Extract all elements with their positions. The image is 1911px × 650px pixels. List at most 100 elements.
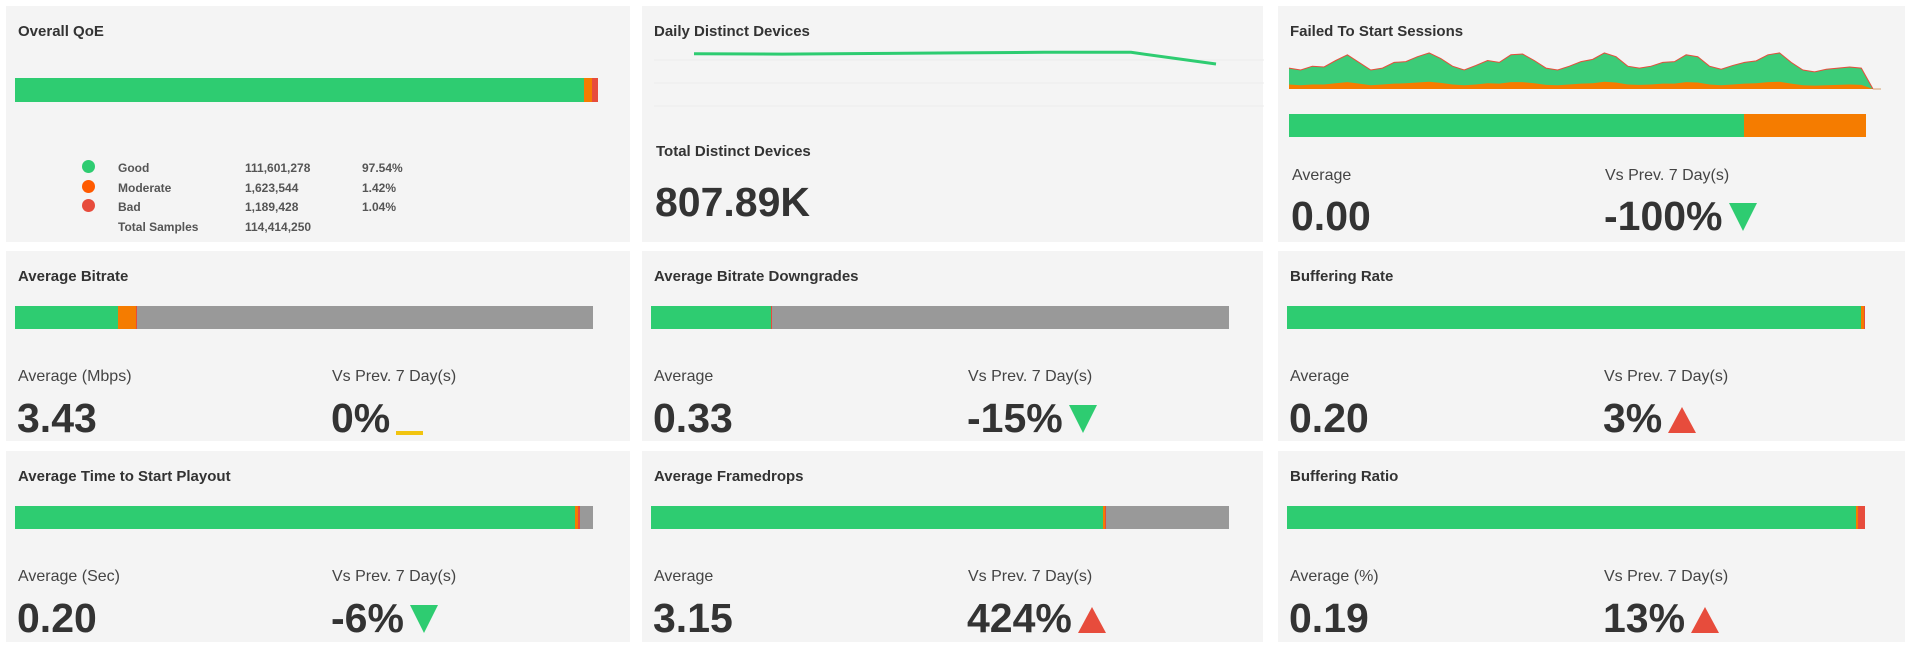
legend-label: Bad [118,200,141,214]
buffering-rate-bar[interactable] [1287,306,1865,329]
vs-prev-value: 13% [1603,595,1720,641]
average-value: 3.43 [17,395,97,441]
average-bitrate-downgrades-card: Average Bitrate Downgrades Average 0.33 Vs … [642,251,1263,441]
vs-prev-value: -6% [331,598,438,639]
legend-count: 1,189,428 [245,200,299,214]
total-devices-label: Total Distinct Devices [656,143,811,160]
failed-sessions-bar[interactable] [1289,114,1866,137]
bar-segment-moderate[interactable] [1102,506,1105,529]
bar-segment-good[interactable] [651,506,1103,529]
average-label: Average [1290,368,1350,385]
bar-segment-bad[interactable] [1858,506,1865,529]
vs-prev-label: Vs Prev. 7 Day(s) [968,368,1093,385]
vs-prev-text: 13% [1603,595,1686,641]
vs-prev-text: -100% [1604,193,1723,239]
average-value: 3.15 [653,595,733,641]
daily-devices-sparkline[interactable] [654,46,1264,107]
trend-up-icon [1077,607,1106,633]
bar-segment-bad[interactable] [1863,306,1865,329]
bar-segment-neutral[interactable] [579,506,593,529]
average-bitrate-downgrades-bar[interactable] [651,306,1229,329]
bar-segment-bad[interactable] [770,306,773,329]
average-value: 0.00 [1291,193,1371,239]
failed-sessions-card: Failed To Start Sessions Average 0.00 Vs… [1278,6,1905,242]
average-label: Average [654,368,714,385]
bar-segment-good[interactable] [1289,114,1745,137]
legend-pct: 97.54% [362,161,403,175]
average-value: 0.20 [17,595,97,641]
bar-segment-bad[interactable] [591,78,598,102]
average-label: Average (Sec) [18,568,120,585]
trend-up-icon [1668,407,1697,433]
card-title: Buffering Rate [1290,268,1394,285]
vs-prev-label: Vs Prev. 7 Day(s) [1605,167,1730,184]
failed-sessions-area-chart[interactable] [1288,49,1881,91]
bar-segment-good[interactable] [1287,506,1857,529]
vs-prev-text: 424% [967,595,1072,641]
buffering-ratio-bar[interactable] [1287,506,1865,529]
average-value: 0.19 [1289,595,1369,641]
bar-segment-moderate[interactable] [574,506,578,529]
bar-segment-bad[interactable] [577,506,580,529]
average-value: 0.33 [653,395,733,441]
vs-prev-label: Vs Prev. 7 Day(s) [332,368,457,385]
legend-pct: 1.04% [362,200,397,214]
area-moderate[interactable] [1289,81,1873,89]
daily-devices-line[interactable] [693,50,1217,66]
bar-segment-moderate[interactable] [118,306,136,329]
average-label: Average [1292,167,1352,184]
bar-segment-neutral[interactable] [1106,506,1229,529]
average-bitrate-bar[interactable] [15,306,593,329]
card-title: Average Bitrate [18,268,129,285]
bar-segment-good[interactable] [15,506,575,529]
bar-segment-good[interactable] [651,306,771,329]
legend-count: 111,601,278 [245,161,311,175]
average-label: Average (Mbps) [18,368,132,385]
buffering-rate-card: Buffering Rate Average 0.20 Vs Prev. 7 Day(… [1278,251,1905,441]
area-bad-line[interactable] [1288,52,1874,90]
vs-prev-value: 424% [967,598,1106,639]
vs-prev-value: -15% [967,398,1097,439]
vs-prev-label: Vs Prev. 7 Day(s) [968,568,1093,585]
average-value: 0.20 [1289,395,1369,441]
vs-prev-label: Vs Prev. 7 Day(s) [1604,368,1729,385]
vs-prev-text: -15% [967,395,1063,441]
card-title: Failed To Start Sessions [1290,23,1464,40]
vs-prev-text: 3% [1603,395,1663,441]
trend-flat-icon [396,431,424,435]
buffering-ratio-card: Buffering Ratio Average (%) 0.19 Vs Prev. 7… [1278,451,1905,642]
legend-dot-icon [82,160,95,173]
vs-prev-value: 3% [1603,395,1697,441]
bar-segment-moderate[interactable] [1860,306,1864,329]
bar-segment-bad[interactable] [1104,506,1107,529]
average-framedrops-bar[interactable] [651,506,1229,529]
legend-count: 1,623,544 [245,181,299,195]
card-title: Average Framedrops [654,468,804,485]
legend-pct: 1.42% [362,181,397,195]
bar-segment-bad[interactable] [135,306,137,329]
bar-segment-good[interactable] [1287,306,1861,329]
bar-segment-moderate[interactable] [583,78,592,102]
bar-segment-moderate[interactable] [1856,506,1859,529]
bar-segment-moderate[interactable] [1744,114,1866,137]
vs-prev-text: -6% [331,595,404,641]
trend-down-icon [1728,203,1757,231]
card-title: Average Time to Start Playout [18,468,231,485]
average-label: Average [654,568,714,585]
bar-segment-neutral[interactable] [136,306,593,329]
qoe-stacked-bar[interactable] [15,78,598,102]
average-bitrate-card: Average Bitrate Average (Mbps) 3.43 Vs Prev… [6,251,630,441]
legend-count: 114,414,250 [245,220,312,234]
vs-prev-value: 0% [331,395,424,441]
average-time-to-start-playout-bar[interactable] [15,506,593,529]
vs-prev-label: Vs Prev. 7 Day(s) [1604,568,1729,585]
legend-dot-icon [82,180,95,193]
legend-dot-icon [82,199,95,212]
average-label: Average (%) [1290,568,1379,585]
average-framedrops-card: Average Framedrops Average 3.15 Vs Prev. 7 … [642,451,1263,642]
bar-segment-good[interactable] [15,78,584,102]
bar-segment-good[interactable] [15,306,119,329]
area-good[interactable] [1289,52,1873,89]
vs-prev-text: 0% [331,395,391,441]
bar-segment-neutral[interactable] [772,306,1229,329]
